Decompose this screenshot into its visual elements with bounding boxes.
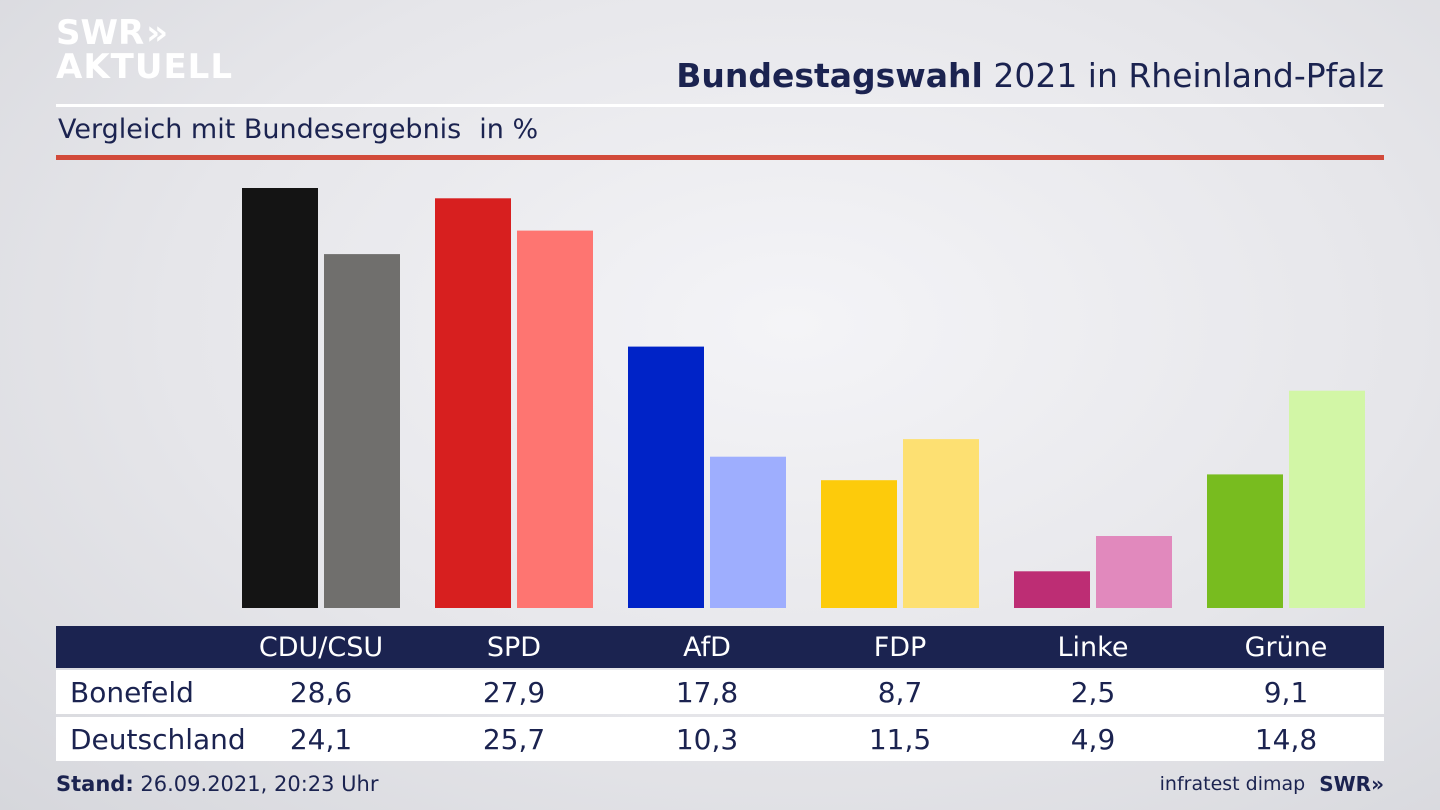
- row-label: Deutschland: [70, 722, 246, 756]
- swr-footer-logo: SWR»: [1319, 772, 1384, 796]
- value-cell: 10,3: [675, 722, 739, 756]
- bar-bonefeld-5: [1207, 474, 1283, 608]
- bar-deutschland-0: [324, 254, 400, 608]
- timestamp: Stand: 26.09.2021, 20:23 Uhr: [56, 772, 379, 796]
- subtitle-text: Vergleich mit Bundesergebnis: [58, 114, 462, 145]
- logo-line1: SWR: [56, 13, 145, 53]
- bar-bonefeld-2: [628, 346, 704, 608]
- logo-line2: AKTUELL: [56, 47, 234, 87]
- swr-aktuell-logo: SWR» AKTUELL: [56, 16, 233, 84]
- bar-deutschland-5: [1289, 390, 1365, 608]
- value-cell: 8,7: [877, 675, 923, 709]
- value-cell: 24,1: [289, 722, 353, 756]
- title-rest: 2021 in Rheinland-Pfalz: [982, 56, 1384, 95]
- bar-deutschland-2: [710, 456, 786, 608]
- table-row: Bonefeld 28,6 27,9 17,8 8,7 2,5 9,1: [56, 670, 1384, 714]
- source-text: infratest dimap: [1159, 773, 1306, 795]
- value-cell: 28,6: [289, 675, 353, 709]
- bar-bonefeld-1: [435, 198, 511, 609]
- bar-deutschland-3: [903, 439, 979, 608]
- footer-brand: SWR: [1319, 772, 1372, 796]
- value-cell: 25,7: [482, 722, 546, 756]
- bar-bonefeld-0: [242, 188, 318, 608]
- bar-chart: [242, 188, 1365, 609]
- chart-subtitle: Vergleich mit Bundesergebnis in %: [58, 114, 538, 145]
- category-label: CDU/CSU: [258, 631, 384, 663]
- row-label: Bonefeld: [70, 675, 194, 709]
- unit-label: in %: [479, 114, 539, 145]
- category-label: FDP: [873, 631, 927, 663]
- stand-value: 26.09.2021, 20:23 Uhr: [133, 772, 379, 796]
- category-label: AfD: [683, 631, 731, 663]
- title-divider: [56, 104, 1384, 107]
- source-credit: infratest dimap SWR»: [1160, 772, 1384, 796]
- footer-chevrons-icon: »: [1371, 772, 1384, 796]
- value-cell: 27,9: [482, 675, 546, 709]
- table-row: Deutschland 24,1 25,7 10,3 11,5 4,9 14,8: [56, 717, 1384, 761]
- bar-bonefeld-4: [1014, 571, 1090, 608]
- stand-label: Stand:: [56, 772, 134, 796]
- subtitle-divider: [56, 155, 1384, 160]
- bar-deutschland-1: [517, 230, 593, 608]
- category-label: Linke: [1057, 631, 1129, 663]
- value-cell: 4,9: [1070, 722, 1116, 756]
- bar-bonefeld-3: [821, 480, 897, 608]
- value-cell: 17,8: [675, 675, 739, 709]
- value-cell: 9,1: [1263, 675, 1309, 709]
- value-cell: 2,5: [1070, 675, 1116, 709]
- chart-title: Bundestagswahl 2021 in Rheinland-Pfalz: [676, 56, 1384, 95]
- category-label: SPD: [486, 631, 542, 663]
- bar-deutschland-4: [1096, 536, 1172, 608]
- value-cell: 11,5: [868, 722, 932, 756]
- category-label: Grüne: [1244, 631, 1328, 663]
- table-header: CDU/CSU SPD AfD FDP Linke Grüne: [56, 626, 1384, 668]
- title-bold: Bundestagswahl: [676, 56, 983, 95]
- value-cell: 14,8: [1254, 722, 1318, 756]
